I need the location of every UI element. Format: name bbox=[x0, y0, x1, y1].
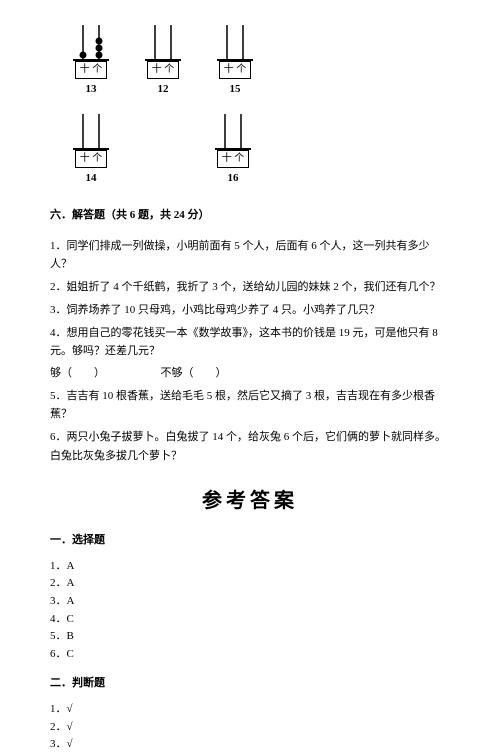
abacus-number: 15 bbox=[230, 81, 241, 99]
abacus-13: 十 个 13 bbox=[70, 20, 112, 99]
question-4: 4．想用自己的零花钱买一本《数学故事》，这本书的价钱是 19 元，可是他只有 8… bbox=[50, 324, 450, 361]
answer-1-2: 2．A bbox=[50, 575, 450, 593]
question-6: 6．两只小兔子拔萝卜。白兔拔了 14 个，给灰兔 6 个后，它们俩的萝卜就同样多… bbox=[50, 428, 450, 465]
abacus-label: 个 bbox=[92, 64, 102, 75]
answers-section1-title: 一．选择题 bbox=[50, 532, 450, 550]
answer-1-6: 6．C bbox=[50, 646, 450, 664]
abacus-label: 十 bbox=[224, 64, 234, 75]
answers-title: 参考答案 bbox=[50, 485, 450, 517]
question-4-options: 够（ ） 不够（ ） bbox=[50, 365, 450, 383]
answer-1-5: 5．B bbox=[50, 628, 450, 646]
abacus-label: 个 bbox=[236, 64, 246, 75]
answer-1-4: 4．C bbox=[50, 611, 450, 629]
answer-2-3: 3．√ bbox=[50, 736, 450, 754]
abacus-label: 个 bbox=[164, 64, 174, 75]
answer-1-3: 3．A bbox=[50, 593, 450, 611]
abacus-16: 十 个 16 bbox=[212, 109, 254, 188]
abacus-12: 十 个 12 bbox=[142, 20, 184, 99]
question-2: 2．姐姐折了 4 个千纸鹤，我折了 3 个，送给幼儿园的妹妹 2 个，我们还有几… bbox=[50, 278, 450, 297]
answer-2-2: 2．√ bbox=[50, 719, 450, 737]
abacus-label: 十 bbox=[152, 64, 162, 75]
abacus-15: 十 个 15 bbox=[214, 20, 256, 99]
abacus-label: 个 bbox=[92, 153, 102, 164]
question-5: 5．吉吉有 10 根香蕉，送给毛毛 5 根，然后它又摘了 3 根，吉吉现在有多少… bbox=[50, 387, 450, 424]
abacus-number: 16 bbox=[228, 170, 239, 188]
abacus-label: 十 bbox=[80, 64, 90, 75]
abacus-row-2: 十 个 14 十 个 16 bbox=[70, 109, 450, 188]
abacus-number: 12 bbox=[158, 81, 169, 99]
answers-section2-title: 二．判断题 bbox=[50, 675, 450, 693]
question-3: 3．饲养场养了 10 只母鸡，小鸡比母鸡少养了 4 只。小鸡养了几只？ bbox=[50, 301, 450, 320]
question-1: 1．同学们排成一列做操，小明前面有 5 个人，后面有 6 个人，这一列共有多少人… bbox=[50, 237, 450, 274]
notenough-option: 不够（ ） bbox=[161, 367, 227, 379]
answer-1-1: 1．A bbox=[50, 558, 450, 576]
abacus-label: 个 bbox=[234, 153, 244, 164]
abacus-number: 14 bbox=[86, 170, 97, 188]
abacus-label: 十 bbox=[80, 153, 90, 164]
section6-title: 六．解答题（共 6 题，共 24 分） bbox=[50, 207, 450, 225]
abacus-row-1: 十 个 13 十 个 12 十 个 15 bbox=[70, 20, 450, 99]
abacus-number: 13 bbox=[86, 81, 97, 99]
enough-option: 够（ ） bbox=[50, 367, 105, 379]
abacus-14: 十 个 14 bbox=[70, 109, 112, 188]
abacus-label: 十 bbox=[222, 153, 232, 164]
answer-2-1: 1．√ bbox=[50, 701, 450, 719]
